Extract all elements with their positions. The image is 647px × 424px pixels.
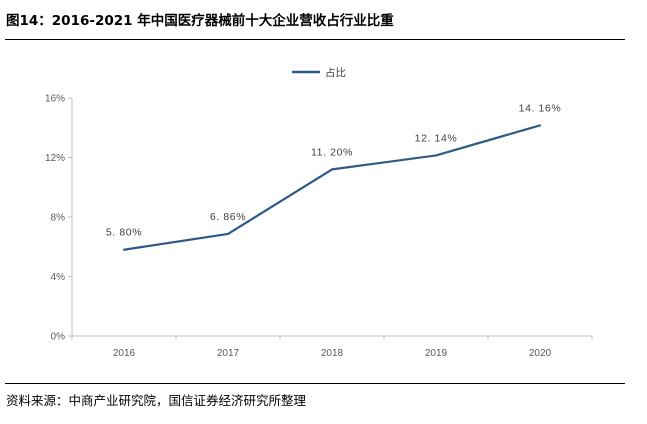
- data-label: 12. 14%: [415, 132, 458, 144]
- x-tick-label: 2019: [425, 348, 448, 359]
- figure-title: 图14：2016-2021 年中国医疗器械前十大企业营收占行业比重: [6, 13, 394, 29]
- source-note: 资料来源：中商产业研究院，国信证券经济研究所整理: [6, 393, 307, 408]
- data-label: 11. 20%: [311, 146, 353, 158]
- series-line-zhanbi: [122, 124, 542, 251]
- data-label: 6. 86%: [210, 211, 246, 223]
- data-label: 5. 80%: [106, 227, 142, 239]
- data-point: [435, 154, 437, 157]
- data-point: [123, 248, 125, 251]
- y-tick-label: 16%: [45, 94, 65, 105]
- x-tick-label: 2017: [217, 348, 240, 359]
- data-label: 14. 16%: [519, 102, 562, 114]
- x-tick-label: 2018: [321, 348, 344, 359]
- y-tick-label: 8%: [51, 213, 66, 224]
- data-point: [539, 124, 541, 127]
- y-tick-label: 12%: [45, 153, 65, 164]
- y-tick-label: 4%: [51, 272, 66, 283]
- source-divider: [5, 383, 625, 384]
- x-tick-label: 2020: [529, 348, 552, 359]
- y-tick-label: 0%: [51, 332, 66, 343]
- title-divider: [5, 39, 625, 40]
- legend-label: 占比: [325, 66, 346, 79]
- x-tick-label: 2016: [113, 348, 136, 359]
- data-point: [331, 168, 333, 171]
- data-point: [227, 233, 229, 235]
